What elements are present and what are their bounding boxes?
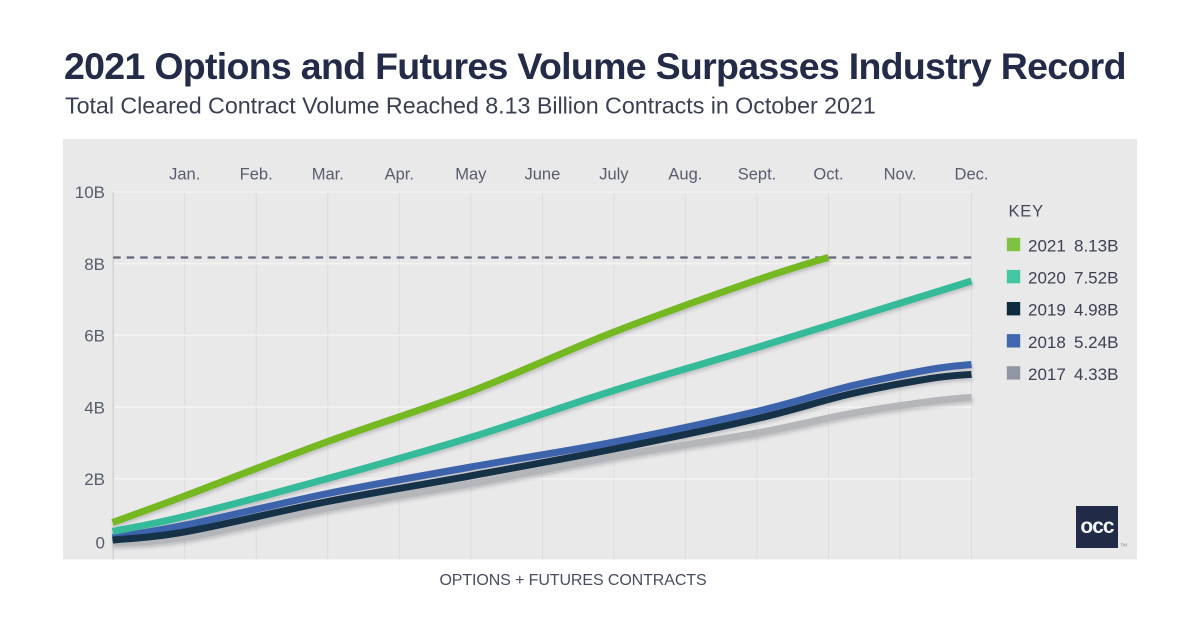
svg-text:6B: 6B bbox=[84, 327, 105, 346]
svg-text:0: 0 bbox=[96, 533, 105, 552]
svg-text:2019: 2019 bbox=[1028, 301, 1066, 320]
svg-text:8.13B: 8.13B bbox=[1074, 237, 1118, 256]
svg-text:Jan.: Jan. bbox=[169, 166, 200, 184]
svg-text:Aug.: Aug. bbox=[668, 166, 702, 184]
svg-text:2B: 2B bbox=[84, 470, 105, 489]
svg-text:2020: 2020 bbox=[1028, 269, 1066, 288]
svg-text:Mar.: Mar. bbox=[312, 166, 344, 184]
svg-text:7.52B: 7.52B bbox=[1074, 269, 1118, 288]
svg-text:8B: 8B bbox=[84, 255, 105, 274]
svg-text:2021 Options and Futures Volum: 2021 Options and Futures Volume Surpasse… bbox=[64, 45, 1126, 87]
svg-text:Apr.: Apr. bbox=[385, 166, 414, 184]
svg-text:Dec.: Dec. bbox=[955, 166, 989, 184]
svg-text:occ: occ bbox=[1080, 515, 1115, 538]
svg-text:TM: TM bbox=[1121, 543, 1128, 548]
svg-text:Total Cleared Contract Volume: Total Cleared Contract Volume Reached 8.… bbox=[65, 93, 876, 119]
svg-text:Oct.: Oct. bbox=[813, 166, 843, 184]
svg-text:5.24B: 5.24B bbox=[1074, 333, 1118, 352]
svg-text:July: July bbox=[599, 166, 629, 184]
svg-text:May: May bbox=[455, 166, 487, 184]
svg-text:10B: 10B bbox=[75, 183, 105, 202]
svg-text:4B: 4B bbox=[84, 398, 105, 417]
svg-text:Feb.: Feb. bbox=[240, 166, 273, 184]
svg-text:4.98B: 4.98B bbox=[1074, 301, 1118, 320]
svg-text:KEY: KEY bbox=[1009, 203, 1044, 221]
svg-text:2021: 2021 bbox=[1028, 237, 1066, 256]
svg-text:2018: 2018 bbox=[1028, 333, 1066, 352]
svg-text:OPTIONS + FUTURES CONTRACTS: OPTIONS + FUTURES CONTRACTS bbox=[439, 572, 706, 589]
svg-text:Nov.: Nov. bbox=[884, 166, 917, 184]
svg-text:June: June bbox=[525, 166, 561, 184]
svg-text:4.33B: 4.33B bbox=[1074, 365, 1118, 384]
svg-text:2017: 2017 bbox=[1028, 365, 1066, 384]
svg-text:Sept.: Sept. bbox=[738, 166, 777, 184]
